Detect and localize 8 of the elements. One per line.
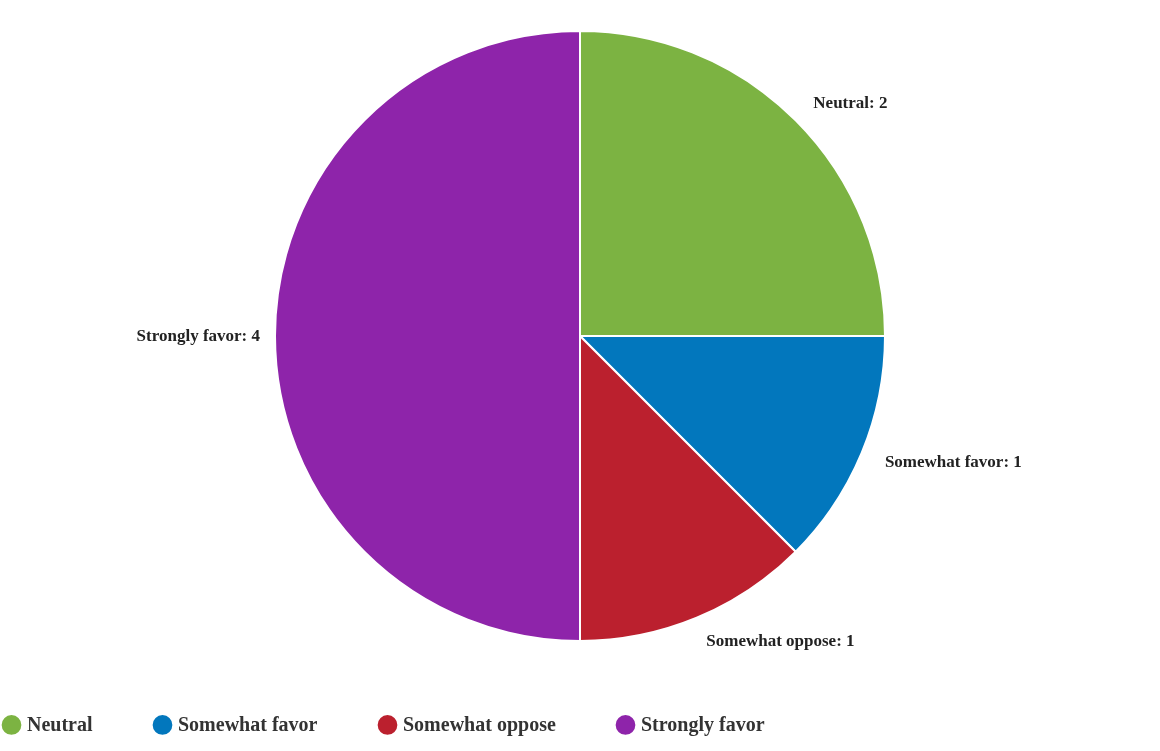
legend-label: Somewhat oppose [403, 712, 556, 736]
data-label: Somewhat oppose: 1 [706, 630, 855, 650]
legend-label: Somewhat favor [178, 712, 318, 735]
legend-label: Neutral [27, 712, 93, 735]
data-label: Neutral: 2 [813, 92, 888, 112]
data-label: Strongly favor: 4 [136, 326, 261, 345]
data-label: Somewhat favor: 1 [884, 452, 1022, 472]
legend-label: Strongly favor [641, 712, 765, 736]
